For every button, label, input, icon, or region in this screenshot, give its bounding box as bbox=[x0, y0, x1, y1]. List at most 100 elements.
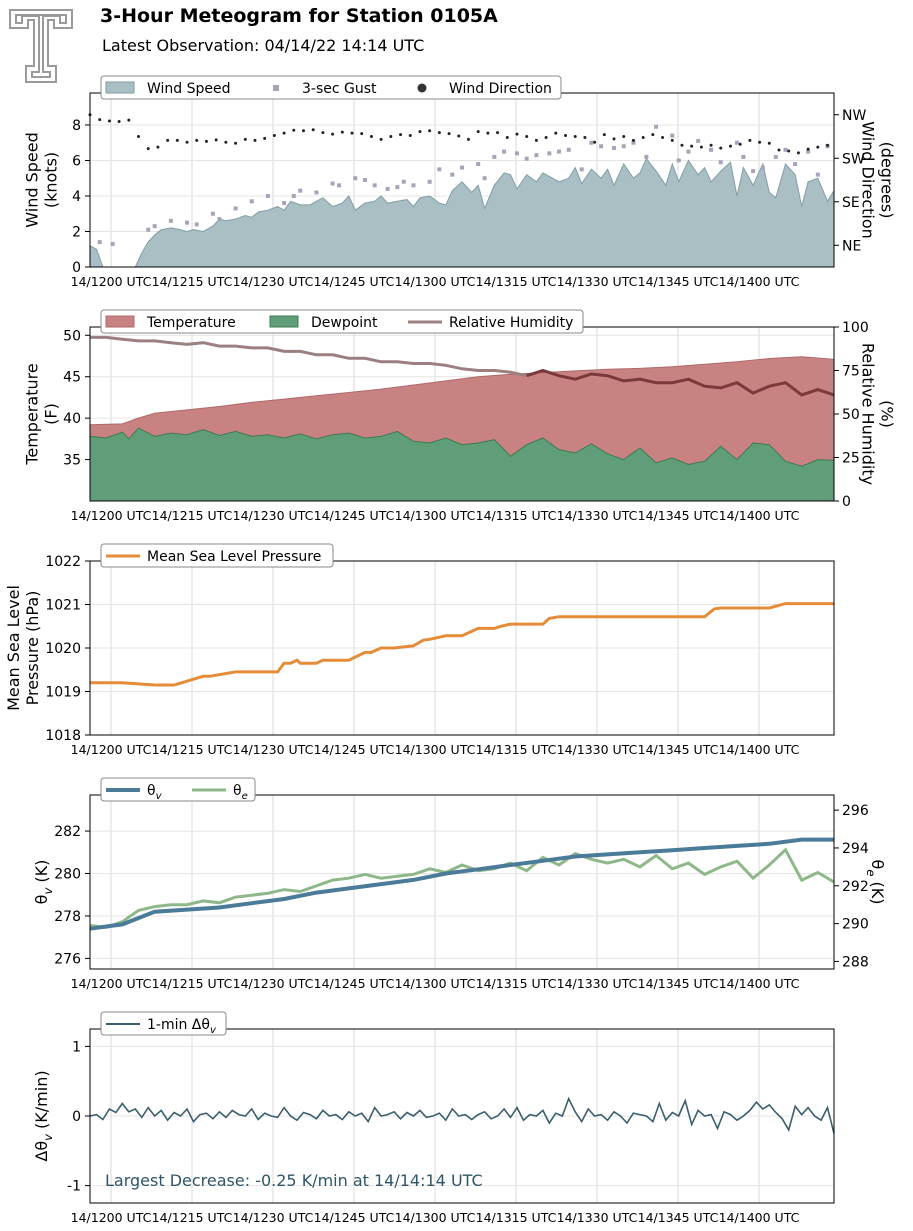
time-tick-label: 14/1345 UTC bbox=[638, 976, 719, 991]
theta-e-line bbox=[89, 847, 835, 929]
gust-point bbox=[291, 193, 296, 198]
wind-direction-point bbox=[573, 135, 577, 138]
time-tick-label: 14/1200 UTC bbox=[71, 274, 152, 289]
wind-direction-point bbox=[709, 143, 713, 147]
y-axis-label: Pressure (hPa) bbox=[23, 591, 42, 706]
legend-swatch bbox=[105, 315, 135, 328]
plot-frame bbox=[89, 1028, 835, 1204]
legend-label: Wind Direction bbox=[449, 81, 552, 97]
wind-direction-point bbox=[544, 135, 548, 139]
legend-label: Relative Humidity bbox=[449, 315, 573, 331]
wind-direction-point bbox=[243, 137, 247, 141]
time-tick-label: 14/1345 UTC bbox=[638, 742, 719, 757]
gust-point bbox=[524, 156, 529, 161]
y-axis-label: Mean Sea Level bbox=[4, 585, 23, 711]
gust-point bbox=[676, 158, 681, 163]
time-tick-label: 14/1245 UTC bbox=[314, 742, 395, 757]
plot-frame bbox=[89, 560, 835, 736]
y-axis-label: Temperature bbox=[23, 363, 42, 465]
wind-direction-point bbox=[175, 138, 179, 142]
gust-point bbox=[282, 201, 287, 206]
gust-point bbox=[654, 124, 659, 129]
y-axis-label: Δθv (K/min) bbox=[32, 1070, 55, 1161]
y-tick-label: 280 bbox=[54, 867, 81, 883]
gust-point bbox=[401, 179, 406, 184]
relative-humidity-line bbox=[526, 368, 835, 397]
y-axis-right-label-group: Wind Direction bbox=[859, 121, 878, 239]
y-axis-label-group: θv (K) bbox=[32, 860, 55, 905]
legend-swatch bbox=[105, 81, 135, 94]
wind-direction-point bbox=[515, 132, 519, 136]
wind-direction-point bbox=[583, 135, 587, 139]
time-tick-label: 14/1200 UTC bbox=[71, 508, 152, 523]
largest-decrease-annotation: Largest Decrease: -0.25 K/min at 14/14:1… bbox=[105, 1171, 483, 1190]
legend-box bbox=[100, 309, 584, 334]
y-axis-right-label: Wind Direction bbox=[859, 121, 878, 239]
gust-point bbox=[612, 146, 617, 151]
wind-direction-point bbox=[301, 129, 305, 133]
y-right-tick-label: 296 bbox=[842, 803, 869, 819]
wind-direction-point bbox=[331, 132, 335, 136]
time-tick-label: 14/1330 UTC bbox=[557, 1210, 638, 1225]
y-right-tick-label: SE bbox=[842, 195, 860, 211]
plot-frame bbox=[89, 794, 835, 970]
wind-direction-point bbox=[224, 140, 228, 144]
gust-point bbox=[482, 176, 487, 181]
y-axis-right-label: (%) bbox=[878, 400, 897, 428]
y-tick-label: 50 bbox=[63, 328, 81, 344]
gust-point bbox=[450, 172, 455, 177]
gust-point bbox=[476, 162, 481, 167]
gust-point bbox=[97, 240, 102, 245]
wind-direction-point bbox=[234, 141, 238, 145]
time-tick-label: 14/1245 UTC bbox=[314, 976, 395, 991]
gust-point bbox=[686, 149, 691, 154]
gust-point bbox=[589, 140, 594, 145]
gust-point bbox=[783, 147, 788, 152]
wind-direction-point bbox=[699, 145, 703, 149]
time-tick-label: 14/1245 UTC bbox=[314, 508, 395, 523]
gust-point bbox=[547, 151, 552, 156]
time-tick-label: 14/1245 UTC bbox=[314, 1210, 395, 1225]
legend-label: Mean Sea Level Pressure bbox=[147, 549, 321, 565]
wind-direction-point bbox=[185, 140, 189, 144]
gust-point bbox=[185, 220, 190, 225]
legend-box bbox=[100, 543, 334, 568]
wind-direction-point bbox=[651, 133, 655, 137]
legend-label: 3-sec Gust bbox=[302, 81, 377, 97]
gust-point bbox=[265, 193, 270, 198]
gust-point bbox=[337, 183, 342, 188]
wind-direction-point bbox=[476, 130, 480, 134]
y-axis-label: Wind Speed bbox=[23, 132, 42, 227]
wind-direction-point bbox=[564, 134, 568, 138]
wind-direction-point bbox=[195, 138, 199, 142]
time-tick-label: 14/1400 UTC bbox=[719, 508, 800, 523]
wind-direction-point bbox=[379, 137, 383, 141]
wind-direction-point bbox=[360, 132, 364, 136]
y-axis-right-label-group: θe (K) bbox=[864, 860, 887, 905]
y-axis-label-group: (F) bbox=[42, 403, 61, 425]
y-tick-label: 0 bbox=[72, 260, 81, 276]
gust-point bbox=[353, 176, 358, 181]
y-axis-right-label: θe (K) bbox=[864, 860, 887, 905]
gust-point bbox=[314, 190, 319, 195]
time-tick-label: 14/1345 UTC bbox=[638, 508, 719, 523]
gust-point bbox=[249, 199, 254, 204]
y-axis-label: (knots) bbox=[42, 152, 61, 208]
gust-point bbox=[411, 183, 416, 188]
gust-point bbox=[514, 151, 519, 156]
wind-direction-point bbox=[486, 131, 490, 135]
wind-direction-point bbox=[204, 139, 208, 143]
time-tick-label: 14/1315 UTC bbox=[476, 508, 557, 523]
time-tick-label: 14/1200 UTC bbox=[71, 976, 152, 991]
wind-direction-point bbox=[408, 134, 412, 138]
delta-theta-line bbox=[89, 1096, 835, 1134]
y-right-tick-label: 50 bbox=[842, 407, 860, 423]
legend-box bbox=[100, 75, 562, 100]
wind-direction-point bbox=[389, 135, 393, 138]
gust-point bbox=[152, 224, 157, 229]
gust-point bbox=[718, 160, 723, 165]
gust-point bbox=[427, 179, 432, 184]
time-tick-label: 14/1230 UTC bbox=[233, 508, 314, 523]
y-right-tick-label: 292 bbox=[842, 879, 869, 895]
y-axis-right-label: (degrees) bbox=[878, 142, 897, 219]
